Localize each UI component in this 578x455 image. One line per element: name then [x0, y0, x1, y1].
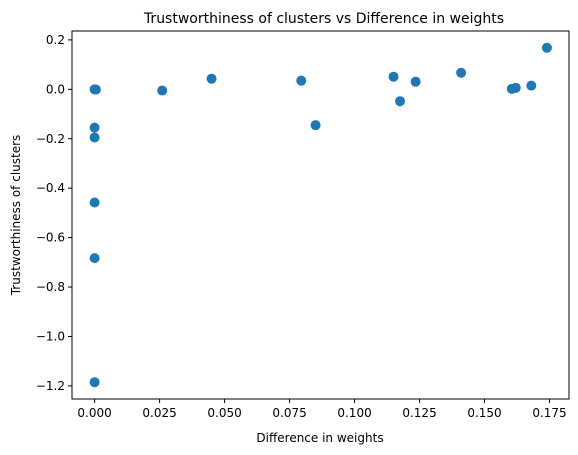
scatter-point: [206, 73, 217, 84]
x-tick-label: 0.050: [207, 406, 241, 420]
scatter-point: [157, 85, 168, 96]
x-tick-label: 0.175: [532, 406, 566, 420]
y-tick-label: −1.2: [36, 379, 65, 393]
scatter-point: [388, 71, 399, 82]
y-tick-label: −0.8: [36, 280, 65, 294]
x-tick-label: 0.000: [77, 406, 111, 420]
scatter-point: [510, 82, 521, 93]
x-axis-label: Difference in weights: [256, 431, 383, 445]
y-tick-label: −0.4: [36, 181, 65, 195]
x-tick-label: 0.100: [337, 406, 371, 420]
axes-frame: [71, 30, 570, 400]
scatter-point: [410, 76, 421, 87]
y-tick-label: 0.2: [46, 33, 65, 47]
scatter-point: [89, 122, 100, 133]
chart-title: Trustworthiness of clusters vs Differenc…: [143, 11, 504, 27]
y-axis-label: Trustworthiness of clusters: [9, 135, 23, 297]
plot-area: 0.000 0.025 0.050 0.075 0.100 0.125 0.150 0.175…: [36, 30, 570, 420]
y-tick-label: −0.6: [36, 231, 65, 245]
scatter-point: [395, 96, 406, 107]
scatter-point: [526, 80, 537, 91]
x-tick-label: 0.025: [142, 406, 176, 420]
scatter-point: [89, 132, 100, 143]
scatter-point: [296, 75, 307, 86]
x-tick-label: 0.150: [467, 406, 501, 420]
scatter-point: [89, 253, 100, 264]
scatter-point: [541, 42, 552, 53]
y-tick-label: −1.0: [36, 329, 65, 343]
x-axis-ticks: 0.000 0.025 0.050 0.075 0.100 0.125 0.150 0.175: [77, 399, 567, 420]
x-tick-label: 0.075: [272, 406, 306, 420]
scatter-point: [89, 197, 100, 208]
y-axis-ticks: −1.2 −1.0 −0.8 −0.6 −0.4 −0.2 0.0 0.2: [36, 33, 72, 393]
scatter-point: [90, 84, 101, 95]
scatter-point: [89, 377, 100, 388]
scatter-point: [310, 120, 321, 131]
x-tick-label: 0.125: [402, 406, 436, 420]
scatter-point: [456, 67, 467, 78]
data-points: [89, 42, 552, 388]
y-tick-label: −0.2: [36, 132, 65, 146]
y-tick-label: 0.0: [46, 82, 65, 96]
